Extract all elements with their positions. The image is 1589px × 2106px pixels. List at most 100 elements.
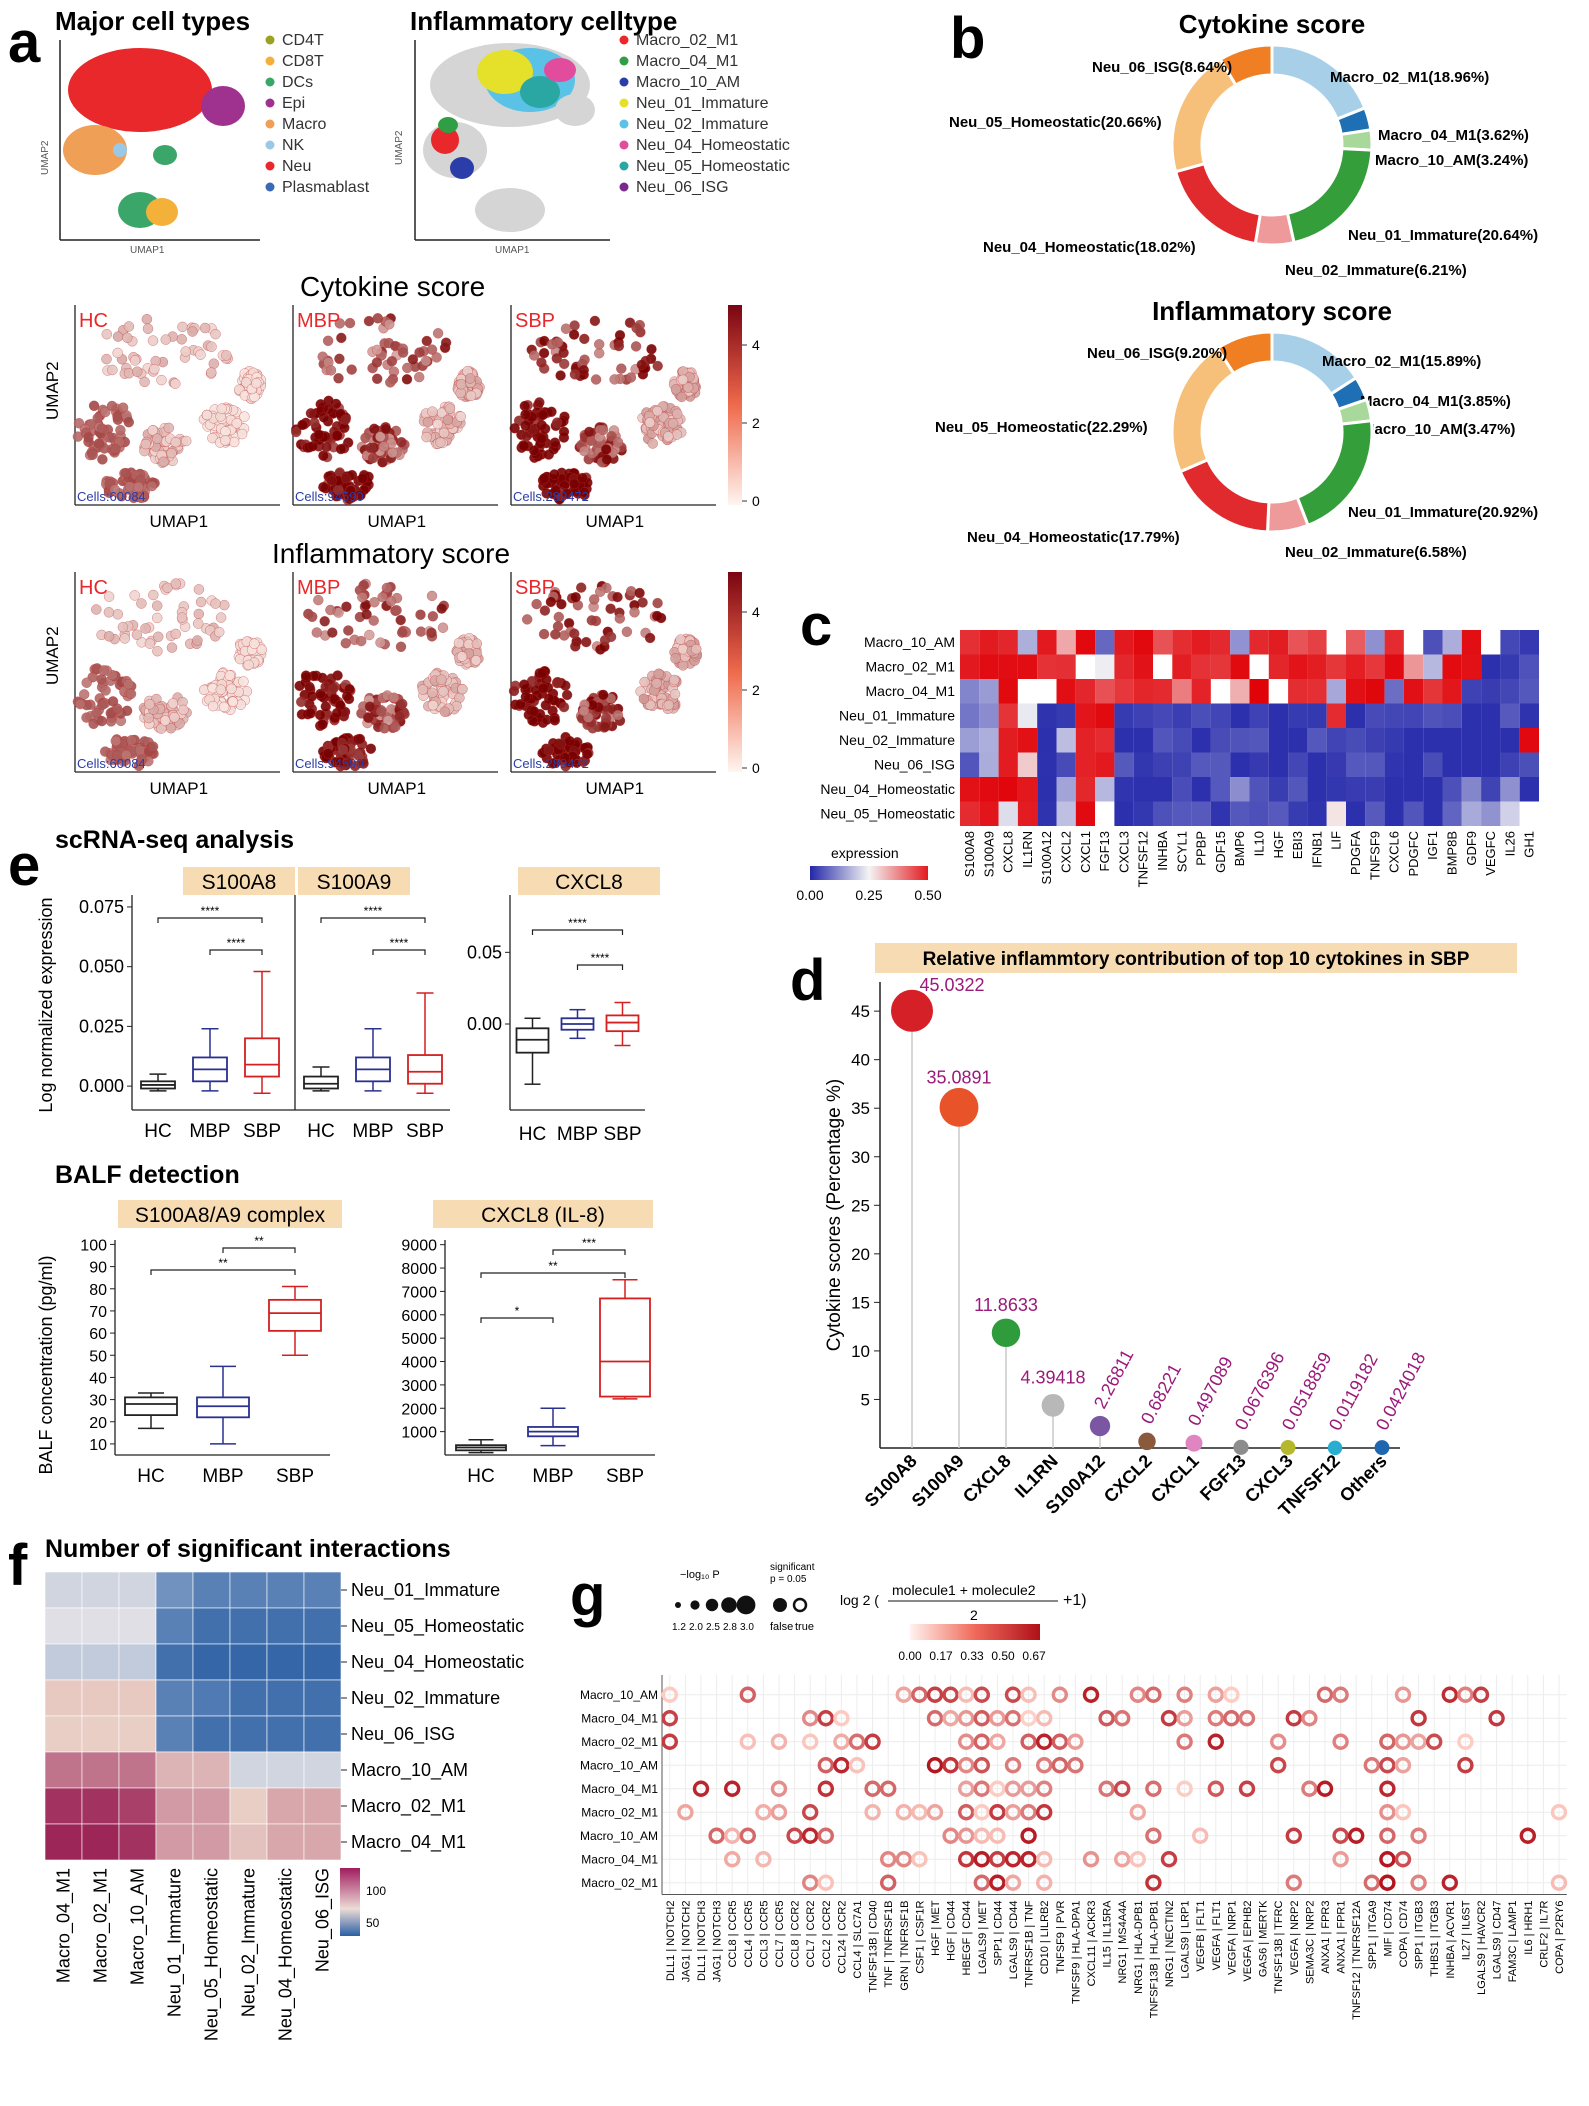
umap-cell-dot xyxy=(381,582,393,594)
heatmap-cell xyxy=(1172,654,1192,679)
umap-cell-dot xyxy=(564,735,575,747)
heatmap-cell xyxy=(1403,679,1424,704)
umap-cell-dot xyxy=(597,424,609,436)
heatmap-cell xyxy=(1500,703,1520,728)
heatmap-cell xyxy=(1500,654,1520,679)
panel-a: Major cell types UMAP1 UMAP2 CD4T CD8T DCs… xyxy=(40,6,790,798)
sig-bracket xyxy=(222,1247,296,1253)
heatmap-cell xyxy=(1346,703,1366,728)
row-label: Macro_10_AM xyxy=(351,1760,468,1781)
umap-cell-dot xyxy=(390,721,401,733)
umap-cell-dot xyxy=(646,344,657,355)
heatmap-cell xyxy=(1288,630,1308,655)
umap-cell-dot xyxy=(652,610,663,622)
heatmap-cell xyxy=(118,1751,157,1789)
heatmap-cell xyxy=(960,630,980,655)
umap-cell-dot xyxy=(437,622,449,633)
heatmap-cell xyxy=(155,1679,194,1717)
col-label: CCL8 | CCR5 xyxy=(727,1901,739,1968)
y-tick-label: 30 xyxy=(851,1148,870,1167)
heatmap-cell xyxy=(81,1787,120,1825)
heatmap-cell xyxy=(1172,703,1192,728)
x-tick-label: CXCL2 xyxy=(1100,1451,1156,1507)
lollipop-dot-cxcl2 xyxy=(1138,1432,1156,1451)
heatmap-cell xyxy=(1230,777,1250,802)
heatmap-row-label: Neu_01_Immature xyxy=(839,708,955,724)
umap-cell-dot xyxy=(318,481,329,493)
heatmap-cell xyxy=(81,1679,120,1717)
umap-cell-dot xyxy=(91,707,102,719)
umap-cell-dot xyxy=(645,699,656,711)
heatmap-cell xyxy=(1365,654,1385,679)
gene-header: S100A8 xyxy=(202,871,277,894)
heatmap-cell xyxy=(1423,752,1443,777)
col-label: TNFSF12 | TNFRSF12A xyxy=(1351,1900,1363,2020)
data-label: 35.0891 xyxy=(926,1067,991,1087)
heatmap-cell xyxy=(1095,752,1115,777)
heatmap-cell xyxy=(1153,728,1173,753)
heatmap-cell xyxy=(1442,777,1462,802)
heatmap-cell xyxy=(1442,752,1462,777)
umap-cell-dot xyxy=(326,673,337,684)
umap-cell-dot xyxy=(626,586,637,597)
heatmap-cell xyxy=(1481,777,1501,802)
size-legend-dot xyxy=(736,1595,756,1615)
heatmap-cell xyxy=(1268,630,1289,655)
umap-cell-dot xyxy=(147,335,159,346)
major-umap: UMAP1 UMAP2 xyxy=(40,40,260,256)
umap-cell-dot xyxy=(117,622,129,633)
col-label: LGALS9 | CD44 xyxy=(1008,1901,1020,1980)
col-label: LGALS9 | HAVCR2 xyxy=(1476,1901,1488,1995)
legend-tick: 0.25 xyxy=(855,887,882,903)
col-label: Neu_05_Homeostatic xyxy=(202,1868,223,2041)
inflammatory-celltype-title: Inflammatory celltype xyxy=(410,6,677,36)
umap-cell-dot xyxy=(426,590,438,602)
heatmap-cell xyxy=(1153,630,1173,655)
col-label: Neu_06_ISG xyxy=(313,1868,334,1972)
umap-cell-dot xyxy=(142,323,154,334)
heatmap-cell xyxy=(1442,679,1462,704)
heatmap-cell xyxy=(998,777,1018,802)
heatmap-col-label: FGF13 xyxy=(1097,831,1112,871)
heatmap-cell xyxy=(1017,728,1038,753)
panel-b: Cytokine score Macro_02_M1(18.96%) Macro_0… xyxy=(935,9,1538,561)
umap-cell-dot xyxy=(536,420,547,431)
panel-letter-f: f xyxy=(8,1533,28,1598)
heatmap-cell xyxy=(1017,654,1038,679)
heatmap-cell xyxy=(303,1679,342,1717)
heatmap-cell xyxy=(1288,777,1308,802)
legend-tick: 0.50 xyxy=(914,887,941,903)
heatmap-cell xyxy=(1017,777,1038,802)
box xyxy=(244,1037,280,1078)
size-legend-tick: 1.2 xyxy=(672,1622,686,1633)
color-legend-tick: 0.33 xyxy=(960,1649,984,1663)
umap-cell-dot xyxy=(394,711,405,722)
umap-cell-dot xyxy=(538,683,549,694)
heatmap-cell xyxy=(229,1715,268,1753)
umap-cell-dot xyxy=(125,688,137,700)
col-label: LGALS9 | LRP1 xyxy=(1180,1901,1192,1979)
umap-cell-dot xyxy=(652,597,663,609)
y-tick-label: 50 xyxy=(89,1348,107,1365)
heatmap-cell xyxy=(998,630,1018,655)
umap-cell-dot xyxy=(380,423,392,435)
umap-cell-dot xyxy=(226,683,237,694)
heatmap-cell xyxy=(1307,777,1327,802)
umap-cell-dot xyxy=(305,408,317,419)
umap-cell-dot xyxy=(621,626,633,637)
heatmap-cell xyxy=(1403,630,1424,655)
umap-cell-dot xyxy=(364,629,375,641)
y-tick-label: 3000 xyxy=(401,1378,437,1395)
umap-cell-dot xyxy=(321,441,332,453)
heatmap-cell xyxy=(1095,728,1115,753)
heatmap-cell xyxy=(979,801,999,826)
col-label: CCL4 | CCR5 xyxy=(743,1901,755,1968)
heatmap-col-label: S100A12 xyxy=(1039,831,1054,885)
umap-cell-dot xyxy=(644,417,656,428)
legend-label: Epi xyxy=(282,95,305,112)
heatmap-cell xyxy=(960,777,980,802)
heatmap-cell xyxy=(1210,679,1231,704)
umap-cell-dot xyxy=(377,591,388,603)
umap-cell-dot xyxy=(558,347,569,358)
heatmap-cell xyxy=(1365,801,1385,826)
